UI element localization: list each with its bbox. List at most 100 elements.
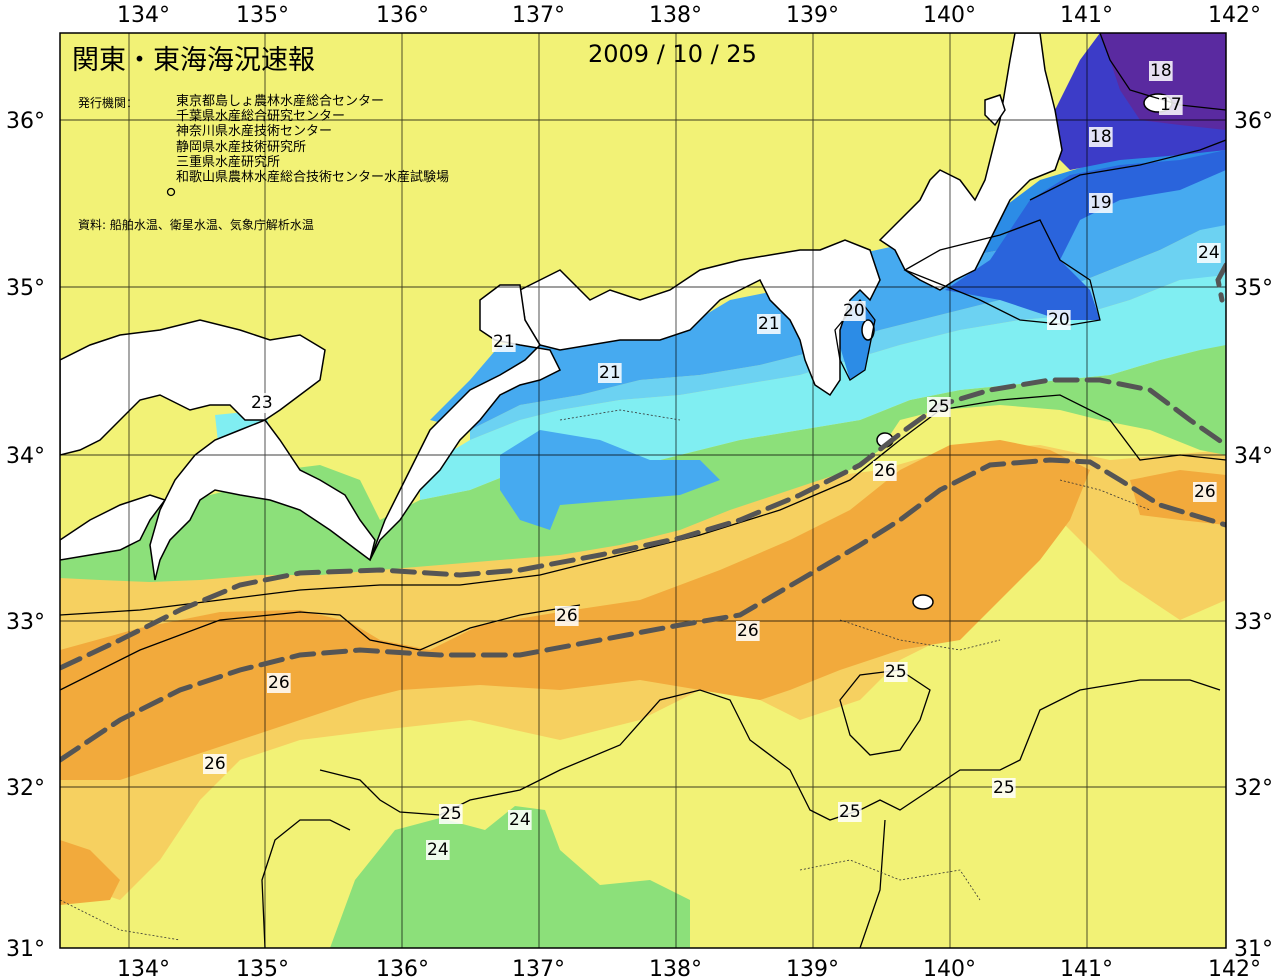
temperature-field: 18 17 18 19 24 20 20 21 21 21 23 25 26 2… <box>60 33 1226 948</box>
contour-label: 17 <box>1160 95 1182 115</box>
contour-label-bg <box>1089 193 1113 213</box>
contour-label: 26 <box>204 754 226 774</box>
issuer-item: 三重県水産研究所 <box>176 154 281 170</box>
contour-label-bg <box>1159 95 1183 115</box>
contour-label-bg <box>757 314 781 334</box>
contour-label: 18 <box>1090 127 1112 147</box>
data-source: 資料: 船舶水温、衛星水温、気象庁解析水温 <box>78 218 314 232</box>
lat-tick: 34° <box>1234 444 1273 469</box>
contour-label: 21 <box>493 332 515 352</box>
lon-tick: 139° <box>786 957 839 980</box>
zone-17 <box>1100 33 1226 130</box>
contour-label: 24 <box>427 840 449 860</box>
contour-label: 19 <box>1090 193 1112 213</box>
map-date: 2009 / 10 / 25 <box>588 40 757 68</box>
contour-label: 26 <box>556 606 578 626</box>
graticule <box>60 33 1226 948</box>
lat-tick: 36° <box>1234 109 1273 134</box>
contour-label-bg <box>555 606 579 626</box>
contour-label: 25 <box>928 397 950 417</box>
lat-tick: 34° <box>6 444 45 469</box>
lon-tick: 137° <box>512 3 565 28</box>
contour-label-bg <box>927 397 951 417</box>
contour-label-bg <box>884 662 908 682</box>
lon-tick: 140° <box>923 957 976 980</box>
lon-tick: 141° <box>1060 957 1113 980</box>
lat-tick: 31° <box>6 937 45 962</box>
issuer-item: 千葉県水産総合研究センター <box>176 109 346 125</box>
issuer-item: 静岡県水産技術研究所 <box>176 139 307 155</box>
lon-tick: 134° <box>117 3 170 28</box>
lat-tick: 33° <box>1234 610 1273 635</box>
lon-tick: 138° <box>649 957 702 980</box>
land <box>60 33 1173 610</box>
lon-tick: 135° <box>236 3 289 28</box>
kuroshio-axis <box>60 262 1226 763</box>
issuer-list: 東京都島しょ農林水産総合センター 千葉県水産総合研究センター 神奈川県水産技術セ… <box>176 94 449 185</box>
contour-label: 26 <box>268 673 290 693</box>
lat-tick: 36° <box>6 109 45 134</box>
map-title: 関東・東海海況速報 <box>72 45 315 76</box>
issuer-item: 東京都島しょ農林水産総合センター <box>176 94 385 109</box>
contour-label: 26 <box>737 621 759 641</box>
contour-label: 25 <box>440 804 462 824</box>
lon-ticks-top: 134° 135° 136° 137° 138° 139° 140° 141° … <box>117 3 1261 28</box>
contour-label: 20 <box>1048 310 1070 330</box>
contour-label-bg <box>992 778 1016 798</box>
contour-label-bg <box>439 804 463 824</box>
contour-label-bg <box>842 301 866 321</box>
contour-label-bg <box>736 621 760 641</box>
lat-tick: 32° <box>1234 776 1273 801</box>
lon-tick: 139° <box>786 3 839 28</box>
isotherms-dotted <box>60 409 1151 941</box>
contour-label: 24 <box>1198 243 1220 263</box>
lon-tick: 140° <box>923 3 976 28</box>
lat-tick: 33° <box>6 610 45 635</box>
zone-26-southwest <box>60 840 120 905</box>
lat-tick: 32° <box>6 776 45 801</box>
lat-ticks-right: 36° 35° 34° 33° 32° 31° <box>1234 109 1273 962</box>
contour-label-bg <box>838 802 862 822</box>
contour-label: 26 <box>1194 482 1216 502</box>
zone-24-south <box>330 806 690 948</box>
contour-label: 18 <box>1150 61 1172 81</box>
lon-tick: 138° <box>649 3 702 28</box>
contour-label: 21 <box>758 314 780 334</box>
lon-tick: 141° <box>1060 3 1113 28</box>
contour-label-bg <box>1197 243 1221 263</box>
contour-labels: 18 17 18 19 24 20 20 21 21 21 23 25 26 2… <box>203 61 1221 860</box>
contour-label-bg <box>492 332 516 352</box>
contour-label: 23 <box>251 393 273 413</box>
lat-tick: 35° <box>6 276 45 301</box>
contour-label-bg <box>1193 482 1217 502</box>
issuer-item: 和歌山県農林水産総合技術センター水産試験場 <box>176 170 450 186</box>
lat-ticks-left: 36° 35° 34° 33° 32° 31° <box>6 109 45 962</box>
contour-label-bg <box>203 754 227 774</box>
lon-tick: 137° <box>512 957 565 980</box>
contour-label-bg <box>250 393 274 413</box>
lon-tick: 136° <box>376 3 429 28</box>
contour-label-bg <box>426 840 450 860</box>
contour-label: 20 <box>843 301 865 321</box>
contour-label-bg <box>1149 61 1173 81</box>
lon-tick: 136° <box>376 957 429 980</box>
contour-label-bg <box>873 461 897 481</box>
issuer-item: 神奈川県水産技術センター <box>176 124 333 140</box>
contour-label: 21 <box>599 363 621 383</box>
contour-label: 25 <box>885 662 907 682</box>
issuer-label: 発行機関： <box>78 96 139 110</box>
zone-19 <box>945 150 1226 320</box>
agency-mark-icon <box>166 187 176 197</box>
lat-tick: 31° <box>1234 937 1273 962</box>
zone-22 <box>470 220 1226 440</box>
lat-tick: 35° <box>1234 276 1273 301</box>
contour-label-bg <box>267 673 291 693</box>
lon-tick: 135° <box>236 957 289 980</box>
lon-tick: 142° <box>1208 957 1261 980</box>
lon-ticks-bottom: 134° 135° 136° 137° 138° 139° 140° 141° … <box>117 957 1261 980</box>
contour-label-bg <box>1089 127 1113 147</box>
contour-label: 25 <box>993 778 1015 798</box>
contour-label: 26 <box>874 461 896 481</box>
lon-tick: 134° <box>117 957 170 980</box>
